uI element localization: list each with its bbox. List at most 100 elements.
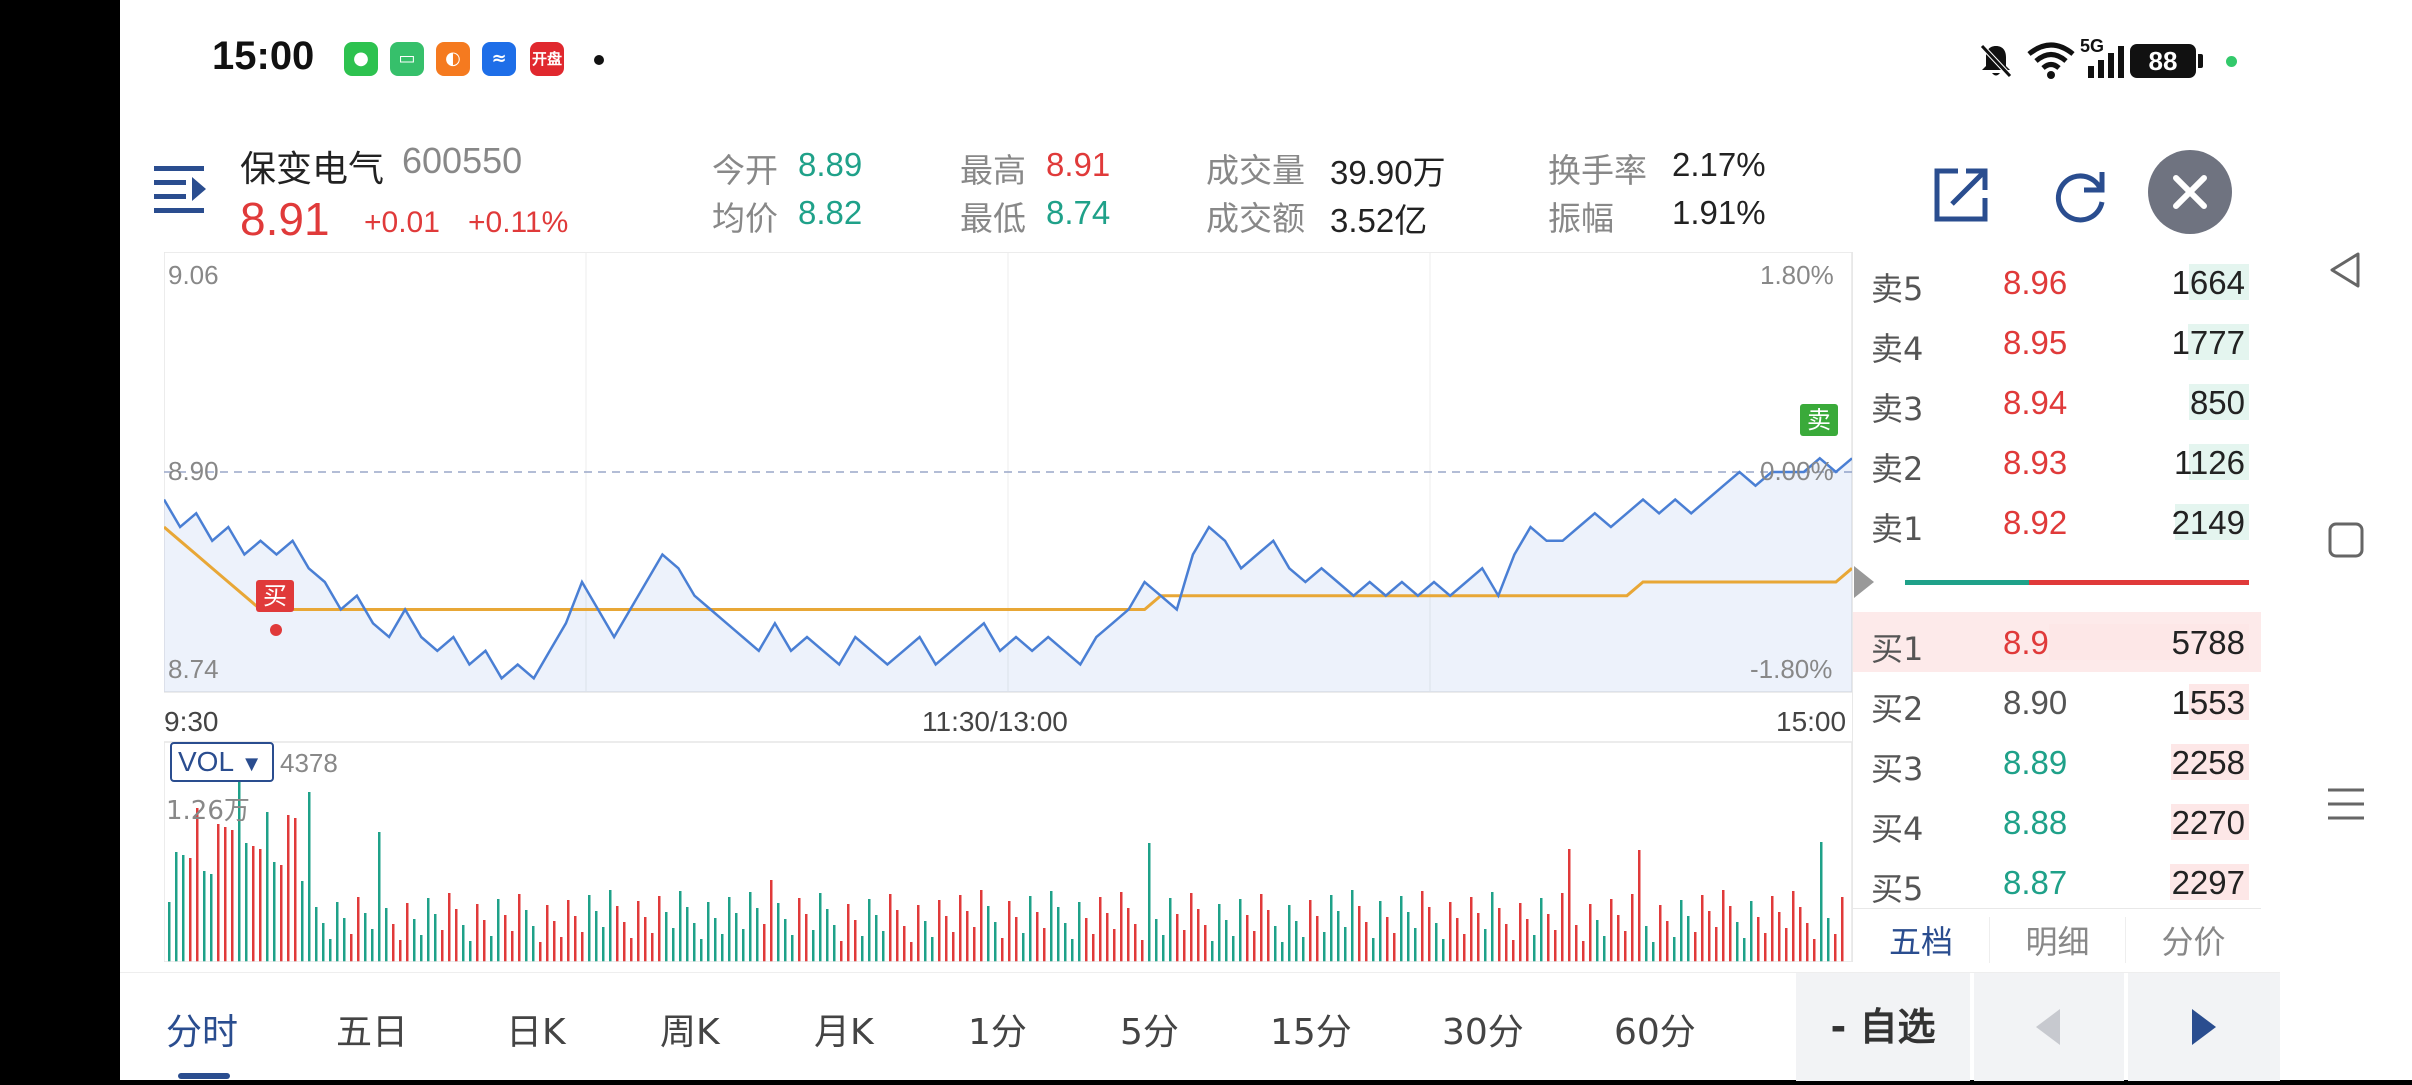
tab-intraday[interactable]: 分时: [166, 1012, 239, 1053]
volume-bar: [973, 927, 976, 962]
level-volume: 5788: [2171, 624, 2245, 661]
menu-icon[interactable]: [152, 160, 208, 216]
level-volume: 1777: [2171, 324, 2245, 361]
tab-five-day[interactable]: 五日: [336, 1012, 409, 1053]
spread-bar: [1905, 580, 2249, 585]
open-market-icon: 开盘: [530, 42, 564, 76]
volume-bar: [819, 893, 822, 962]
volume-bar: [700, 939, 703, 962]
level-price: 8.94: [2003, 384, 2068, 421]
volume-bar: [1827, 918, 1830, 962]
level-volume-bar: [2189, 264, 2249, 300]
volume-bar: [1428, 907, 1431, 962]
volume-bar: [1141, 940, 1144, 962]
tab-weekly-k[interactable]: 周K: [660, 1012, 720, 1053]
signal-icon: [2088, 46, 2124, 78]
level-label: 买1: [1871, 630, 1924, 668]
volume-bar: [189, 858, 192, 962]
prev-stock-button[interactable]: [1974, 973, 2124, 1081]
ask-row[interactable]: 卖5 8.96 1664: [1853, 252, 2261, 312]
pct-axis-bottom: -1.80%: [1750, 654, 1833, 684]
next-stock-button[interactable]: [2128, 973, 2280, 1081]
tab-30min[interactable]: 30分: [1442, 1012, 1524, 1053]
volume-bar: [224, 827, 227, 962]
refresh-icon[interactable]: [2050, 166, 2110, 226]
volume-bar: [959, 895, 962, 962]
intraday-chart[interactable]: [164, 252, 1854, 962]
bid-row[interactable]: 买4 8.88 2270: [1853, 792, 2261, 852]
tab-60min[interactable]: 60分: [1614, 1012, 1696, 1053]
price-line: [164, 456, 1853, 681]
tab-5min[interactable]: 5分: [1120, 1012, 1179, 1053]
recents-icon[interactable]: [2324, 782, 2368, 826]
level-label: 买2: [1871, 690, 1924, 728]
volume-bar: [1624, 931, 1627, 962]
volume-bar: [1582, 941, 1585, 962]
volume-bar: [210, 874, 213, 962]
volume-bar: [511, 931, 514, 962]
network-type: 5G: [2080, 36, 2105, 56]
volume-bar: [1421, 891, 1424, 962]
level-label: 买3: [1871, 750, 1924, 788]
back-icon[interactable]: [2324, 248, 2368, 292]
volume-bar: [1064, 923, 1067, 962]
volume-bar: [917, 905, 920, 962]
share-icon[interactable]: [1932, 166, 1990, 224]
bid-row[interactable]: 买3 8.89 2258: [1853, 732, 2261, 792]
tab-monthly-k[interactable]: 月K: [814, 1012, 874, 1053]
tab-details[interactable]: 明细: [1989, 917, 2125, 963]
level-label: 买4: [1871, 810, 1924, 848]
level-volume-bar: [2171, 804, 2249, 840]
volume-bar: [1330, 895, 1333, 962]
buy-marker[interactable]: 买: [256, 580, 294, 612]
tab-five-levels[interactable]: 五档: [1888, 923, 1953, 961]
volume-bar: [707, 902, 710, 962]
wifi-icon: [2027, 42, 2075, 79]
avg-price-line: [164, 525, 1853, 611]
tab-daily-k[interactable]: 日K: [506, 1012, 566, 1053]
volume-bar: [826, 909, 829, 962]
volume-bar: [791, 935, 794, 962]
close-icon: [2173, 175, 2207, 209]
volume-bar: [1211, 941, 1214, 962]
tab-1min[interactable]: 1分: [968, 1012, 1027, 1053]
volume-bar: [1512, 940, 1515, 962]
volume-bar: [231, 830, 234, 962]
volume-bar: [1267, 910, 1270, 962]
ask-row[interactable]: 卖4 8.95 1777: [1853, 312, 2261, 372]
volume-bar: [1351, 890, 1354, 962]
ask-row[interactable]: 卖3 8.94 850: [1853, 372, 2261, 432]
remove-favorite-button[interactable]: - 自选: [1796, 973, 1970, 1081]
volume-bar: [1841, 897, 1844, 962]
bid-row[interactable]: 买5 8.87 2297: [1853, 852, 2261, 912]
sell-marker[interactable]: 卖: [1800, 404, 1838, 436]
volume-bar: [217, 824, 220, 962]
volume-bar: [469, 941, 472, 962]
tab-15min[interactable]: 15分: [1270, 1012, 1352, 1053]
time-axis-start: 9:30: [164, 706, 219, 737]
ask-row[interactable]: 卖1 8.92 2149: [1853, 492, 2261, 552]
volume-bar: [868, 899, 871, 962]
volume-bar: [1239, 899, 1242, 962]
bid-row[interactable]: 买1 8.91 5788: [1853, 612, 2261, 672]
bid-row[interactable]: 买2 8.90 1553: [1853, 672, 2261, 732]
active-tab-indicator: [178, 1073, 230, 1079]
close-button[interactable]: [2148, 150, 2232, 234]
home-icon[interactable]: [2324, 518, 2368, 562]
open-value: 8.89: [798, 146, 863, 183]
ask-row[interactable]: 卖2 8.93 1126: [1853, 432, 2261, 492]
volume-bar: [1435, 923, 1438, 962]
volume-bar: [980, 890, 983, 962]
high-value: 8.91: [1046, 146, 1111, 183]
vol-indicator-select[interactable]: VOL ▼: [170, 742, 274, 782]
volume-bar: [1148, 843, 1151, 962]
volume-bar: [1260, 894, 1263, 962]
volume-bar: [273, 862, 276, 962]
volume-bar: [567, 900, 570, 962]
level-label: 买5: [1871, 870, 1924, 908]
tab-price-dist[interactable]: 分价: [2125, 917, 2261, 963]
volume-bar: [644, 917, 647, 962]
battery-cap-icon: [2198, 54, 2203, 68]
volume-bar: [1022, 933, 1025, 962]
level-volume-bar: [2049, 624, 2249, 660]
